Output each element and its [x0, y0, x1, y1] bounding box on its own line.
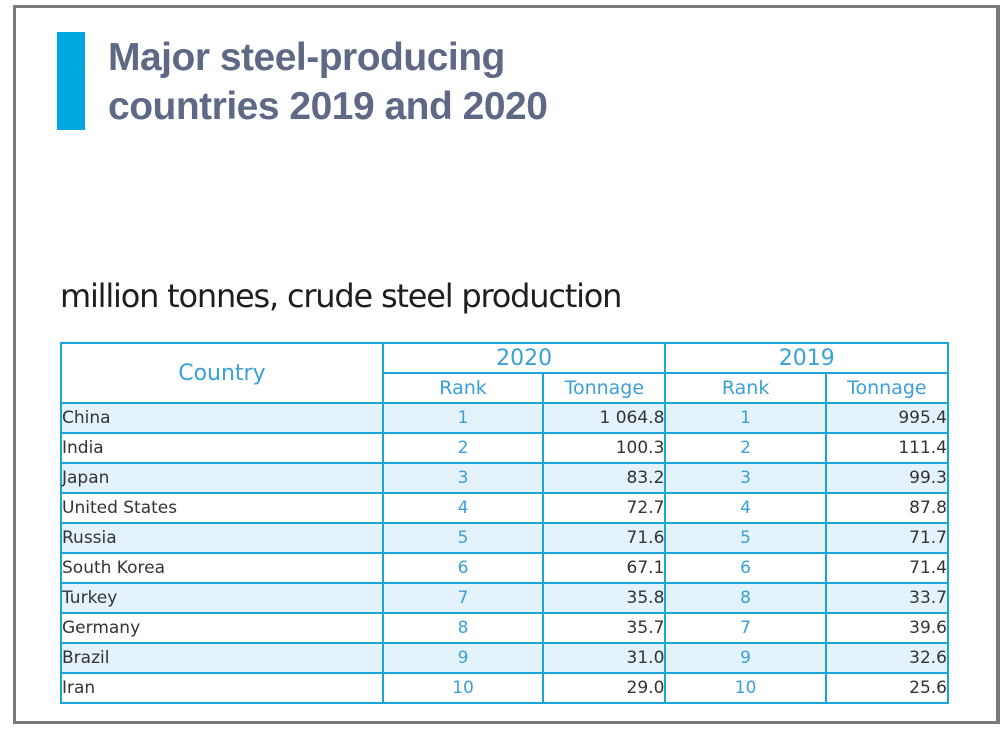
table-row: Turkey 7 35.8 8 33.7	[60, 582, 950, 614]
rank-2019-cell: 5	[664, 522, 827, 554]
table-row: Iran 10 29.0 10 25.6	[60, 672, 950, 704]
steel-production-table: Country 2020 2019 Rank Tonnage Rank Tonn…	[60, 342, 950, 704]
rank-2020-cell: 2	[381, 432, 545, 464]
title-accent-bar	[57, 32, 85, 130]
country-cell: China	[60, 402, 384, 434]
column-header-tonnage-2019: Tonnage	[824, 372, 950, 404]
tonnage-2020-cell: 71.6	[542, 522, 667, 554]
rank-2019-cell: 4	[664, 492, 827, 524]
table-row: Russia 5 71.6 5 71.7	[60, 522, 950, 554]
table-row: Japan 3 83.2 3 99.3	[60, 462, 950, 494]
country-cell: Germany	[60, 612, 384, 644]
country-cell: Turkey	[60, 582, 384, 614]
column-header-2020: 2020	[381, 342, 667, 374]
rank-2019-cell: 6	[664, 552, 827, 584]
rank-2019-cell: 7	[664, 612, 827, 644]
rank-2019-cell: 10	[664, 672, 827, 704]
rank-2020-cell: 5	[381, 522, 545, 554]
table-row: China 1 1 064.8 1 995.4	[60, 402, 950, 434]
country-cell: Russia	[60, 522, 384, 554]
table-subtitle: million tonnes, crude steel production	[60, 277, 622, 315]
page-title: Major steel-producing countries 2019 and…	[108, 33, 548, 131]
rank-2019-cell: 9	[664, 642, 827, 674]
country-cell: Iran	[60, 672, 384, 704]
tonnage-2019-cell: 995.4	[824, 402, 950, 434]
rank-2020-cell: 1	[381, 402, 545, 434]
table-row: South Korea 6 67.1 6 71.4	[60, 552, 950, 584]
rank-2020-cell: 7	[381, 582, 545, 614]
tonnage-2019-cell: 25.6	[824, 672, 950, 704]
rank-2020-cell: 8	[381, 612, 545, 644]
tonnage-2019-cell: 99.3	[824, 462, 950, 494]
column-header-rank-2019: Rank	[664, 372, 827, 404]
rank-2019-cell: 1	[664, 402, 827, 434]
column-header-2019: 2019	[664, 342, 949, 374]
rank-2020-cell: 9	[381, 642, 545, 674]
title-line-2: countries 2019 and 2020	[108, 85, 548, 128]
rank-2019-cell: 3	[664, 462, 827, 494]
table-row: United States 4 72.7 4 87.8	[60, 492, 950, 524]
header-row-subcolumns: Rank Tonnage Rank Tonnage	[61, 372, 950, 404]
country-cell: United States	[60, 492, 384, 524]
country-cell: India	[60, 432, 384, 464]
rank-2019-cell: 8	[664, 582, 827, 614]
table-row: India 2 100.3 2 111.4	[60, 432, 950, 464]
tonnage-2019-cell: 39.6	[824, 612, 950, 644]
tonnage-2019-cell: 33.7	[824, 582, 950, 614]
table-body: China 1 1 064.8 1 995.4 India 2 100.3 2 111.4 Japa…	[60, 402, 950, 704]
header-row-years: Country 2020 2019	[60, 342, 949, 404]
country-cell: Brazil	[60, 642, 384, 674]
tonnage-2020-cell: 1 064.8	[542, 402, 667, 434]
tonnage-2020-cell: 67.1	[542, 552, 667, 584]
tonnage-2019-cell: 71.7	[824, 522, 950, 554]
tonnage-2019-cell: 87.8	[824, 492, 950, 524]
tonnage-2020-cell: 72.7	[542, 492, 667, 524]
tonnage-2020-cell: 35.8	[542, 582, 667, 614]
rank-2020-cell: 3	[381, 462, 545, 494]
rank-2019-cell: 2	[664, 432, 827, 464]
tonnage-2019-cell: 32.6	[824, 642, 950, 674]
tonnage-2020-cell: 35.7	[542, 612, 667, 644]
tonnage-2020-cell: 100.3	[542, 432, 667, 464]
column-header-tonnage-2020: Tonnage	[542, 372, 667, 404]
country-cell: South Korea	[60, 552, 384, 584]
tonnage-2019-cell: 111.4	[824, 432, 950, 464]
table-row: Brazil 9 31.0 9 32.6	[60, 642, 950, 674]
table-row: Germany 8 35.7 7 39.6	[60, 612, 950, 644]
column-header-country: Country	[60, 342, 384, 404]
country-cell: Japan	[60, 462, 384, 494]
tonnage-2020-cell: 29.0	[542, 672, 667, 704]
tonnage-2020-cell: 83.2	[542, 462, 667, 494]
tonnage-2020-cell: 31.0	[542, 642, 667, 674]
title-line-1: Major steel-producing	[108, 36, 505, 79]
rank-2020-cell: 10	[381, 672, 545, 704]
rank-2020-cell: 4	[381, 492, 545, 524]
column-header-rank-2020: Rank	[381, 372, 545, 404]
tonnage-2019-cell: 71.4	[824, 552, 950, 584]
rank-2020-cell: 6	[381, 552, 545, 584]
